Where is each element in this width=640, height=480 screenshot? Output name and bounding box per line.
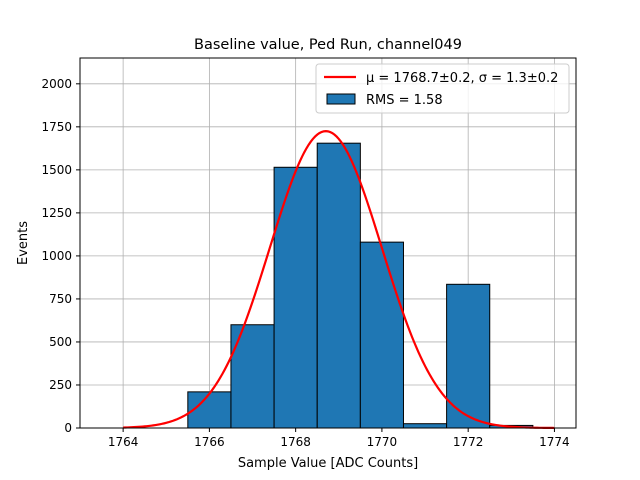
histogram-bar (402, 423, 448, 429)
histogram-bar (359, 241, 404, 429)
x-tick-label: 1772 (453, 435, 484, 449)
gaussian-fit-curve (123, 130, 555, 430)
legend-box (315, 63, 570, 114)
histogram-bar (316, 142, 361, 429)
y-tick-label: 250 (49, 378, 72, 392)
x-axis-ticks: 1764 1766 1768 1770 1772 1774 (108, 428, 570, 449)
legend-hist-label: RMS = 1.58 (366, 93, 443, 108)
y-tick-label: 1000 (41, 249, 72, 263)
x-axis-label: Sample Value [ADC Counts] (238, 456, 418, 471)
histogram-bar (230, 324, 275, 429)
histogram-bars (187, 142, 534, 429)
y-tick-label: 1500 (41, 163, 72, 177)
y-tick-label: 1750 (41, 120, 72, 134)
y-tick-label: 2000 (41, 77, 72, 91)
histogram-bar (273, 166, 318, 429)
plot-frame (79, 57, 577, 429)
y-tick-label: 0 (64, 421, 72, 435)
y-tick-label: 500 (49, 335, 72, 349)
x-tick-label: 1774 (539, 435, 570, 449)
x-tick-label: 1766 (194, 435, 225, 449)
y-axis-ticks: 0 250 500 750 1000 1250 1500 1750 2000 (41, 77, 80, 435)
histogram-bar (446, 283, 491, 429)
legend-fit-label: μ = 1768.7±0.2, σ = 1.3±0.2 (366, 71, 558, 86)
y-axis-label: Events (16, 221, 31, 265)
y-tick-label: 750 (49, 292, 72, 306)
x-tick-label: 1764 (108, 435, 139, 449)
legend-hist-swatch (326, 93, 356, 105)
chart-title: Baseline value, Ped Run, channel049 (194, 37, 462, 53)
x-tick-label: 1768 (280, 435, 311, 449)
y-tick-label: 1250 (41, 206, 72, 220)
x-tick-label: 1770 (367, 435, 398, 449)
legend: μ = 1768.7±0.2, σ = 1.3±0.2 RMS = 1.58 (315, 63, 570, 114)
